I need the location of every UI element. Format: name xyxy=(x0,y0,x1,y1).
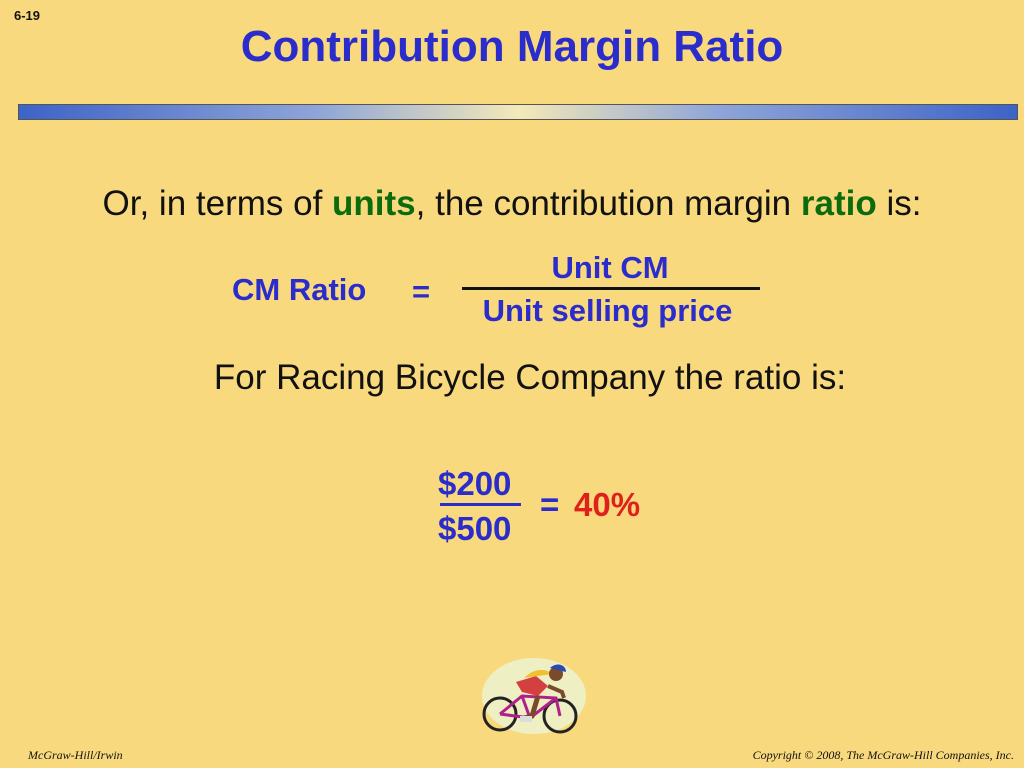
company-line: For Racing Bicycle Company the ratio is: xyxy=(213,358,847,397)
intro-text: Or, in terms of units, the contribution … xyxy=(0,184,1024,224)
title-divider-bar xyxy=(18,104,1018,120)
intro-part1: Or, in terms of xyxy=(102,184,333,223)
footer-copyright: Copyright © 2008, The McGraw-Hill Compan… xyxy=(752,748,1014,762)
formula-fraction-line xyxy=(462,287,760,290)
intro-part3: is: xyxy=(876,184,922,223)
example-numerator: $200 xyxy=(438,465,512,502)
page-title: Contribution Margin Ratio xyxy=(240,22,784,71)
example-equals: = xyxy=(540,486,560,523)
cyclist-clipart-icon xyxy=(482,658,586,734)
example-fraction-line xyxy=(440,503,521,506)
footer-publisher: McGraw-Hill/Irwin xyxy=(28,748,123,762)
formula-equals: = xyxy=(412,274,431,309)
intro-part2: , the contribution margin xyxy=(415,184,801,223)
formula-numerator: Unit CM xyxy=(551,250,669,285)
intro-highlight-ratio: ratio xyxy=(800,184,877,223)
slide-number: 6-19 xyxy=(14,8,41,23)
formula-label: CM Ratio xyxy=(232,272,367,307)
intro-highlight-units: units xyxy=(332,184,416,223)
example-denominator: $500 xyxy=(438,510,512,547)
formula-denominator: Unit selling price xyxy=(482,293,733,328)
example-result: 40% xyxy=(574,486,641,523)
